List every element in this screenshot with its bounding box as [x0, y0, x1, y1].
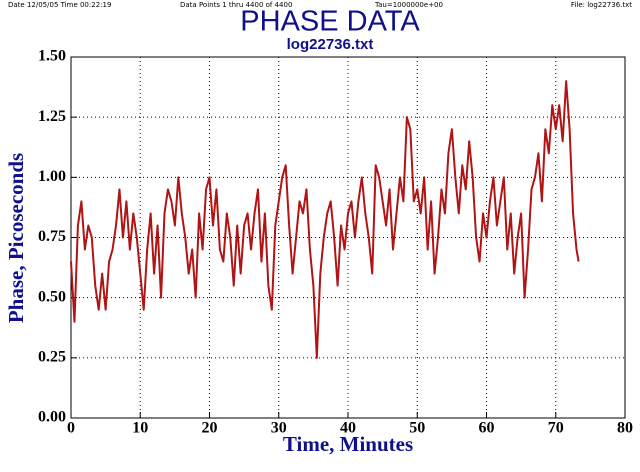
header-tau: Tau=1000000e+00 [374, 1, 443, 9]
y-tick-label: 0.75 [38, 228, 66, 245]
x-tick-label: 20 [202, 420, 218, 437]
x-tick-label: 80 [617, 420, 633, 437]
y-tick-label: 1.00 [38, 168, 66, 185]
y-tick-label: 0.25 [38, 349, 66, 366]
x-tick-label: 40 [340, 420, 356, 437]
header-file: File: log22736.txt [571, 1, 632, 9]
chart-title: PHASE DATA [240, 6, 420, 38]
chart-subtitle: log22736.txt [287, 36, 374, 53]
y-tick-label: 0.50 [38, 288, 66, 305]
x-tick-label: 10 [132, 420, 148, 437]
x-tick-label: 50 [409, 420, 425, 437]
x-tick-label: 70 [548, 420, 564, 437]
x-axis-label: Time, Minutes [283, 432, 413, 456]
y-tick-label: 1.25 [38, 108, 66, 125]
y-tick-label: 0.00 [38, 409, 66, 426]
y-tick-label: 1.50 [38, 48, 66, 65]
header-points: Data Points 1 thru 4400 of 4400 [180, 1, 292, 9]
x-tick-label: 60 [479, 420, 495, 437]
x-tick-label: 0 [67, 420, 75, 437]
y-axis-label: Phase, Picoseconds [4, 153, 28, 323]
header-date: Date 12/05/05 Time 00:22:19 [8, 1, 111, 9]
x-tick-label: 30 [271, 420, 287, 437]
data-line [70, 80, 580, 359]
